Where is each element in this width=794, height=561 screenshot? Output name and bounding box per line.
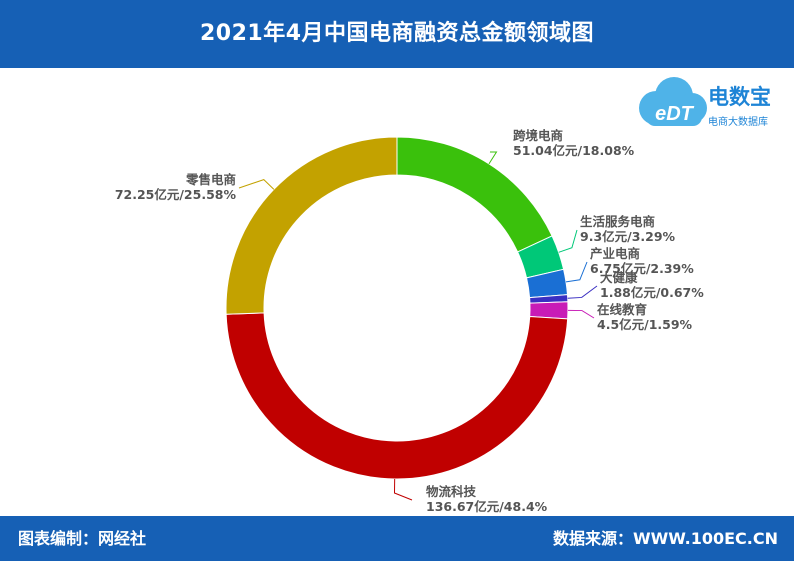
slice-label-3: 大健康	[600, 270, 638, 285]
footer-bar: 图表编制：网经社 数据来源：WWW.100EC.CN	[0, 516, 794, 561]
slice-label-4: 在线教育	[597, 302, 648, 317]
logo: eDT 电数宝 电商大数据库	[639, 77, 771, 128]
leader-line-4	[567, 309, 595, 319]
slice-4	[529, 301, 569, 320]
leader-line-0	[488, 151, 498, 165]
slice-value-1: 9.3亿元/3.29%	[580, 229, 676, 244]
slice-value-0: 51.04亿元/18.08%	[513, 143, 635, 158]
slice-value-6: 72.25亿元/25.58%	[115, 187, 237, 202]
header-bar: 2021年4月中国电商融资总金额领域图	[0, 0, 794, 68]
leader-line-3	[567, 285, 598, 299]
page-title: 2021年4月中国电商融资总金额领域图	[199, 21, 595, 46]
slice-6	[225, 136, 398, 315]
slice-value-3: 1.88亿元/0.67%	[600, 285, 704, 300]
leader-line-5	[393, 478, 413, 501]
slice-value-4: 4.5亿元/1.59%	[597, 317, 693, 332]
logo-name: 电数宝	[708, 85, 771, 109]
slice-label-2: 产业电商	[590, 246, 640, 261]
footer-credit: 图表编制：网经社	[18, 529, 147, 548]
logo-short-text: eDT	[655, 103, 695, 125]
slice-label-0: 跨境电商	[513, 128, 563, 143]
slice-value-2: 6.75亿元/2.39%	[590, 261, 694, 276]
leader-line-2	[565, 261, 588, 283]
footer-source: 数据来源：WWW.100EC.CN	[552, 529, 778, 548]
leader-line-6	[238, 179, 275, 190]
logo-tagline: 电商大数据库	[708, 115, 768, 128]
cloud-icon	[639, 77, 707, 126]
leader-line-1	[558, 229, 578, 253]
slice-value-5: 136.67亿元/48.4%	[426, 499, 548, 514]
slice-5	[225, 312, 569, 480]
slice-label-1: 生活服务电商	[580, 214, 655, 229]
slice-label-6: 零售电商	[185, 172, 236, 187]
slice-label-5: 物流科技	[426, 484, 477, 499]
